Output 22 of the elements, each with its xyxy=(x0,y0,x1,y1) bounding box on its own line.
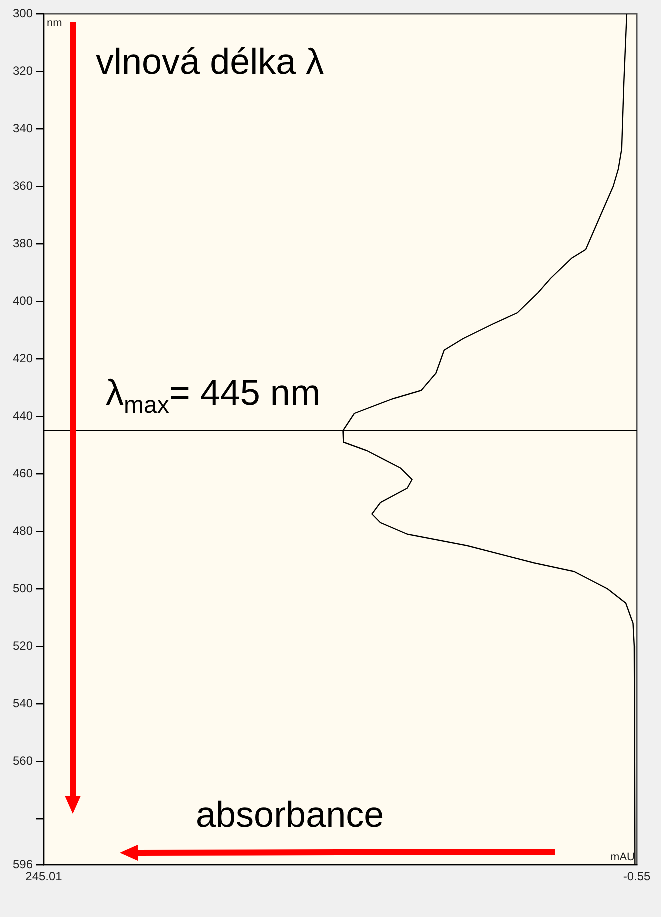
annotation: vlnová délka λ xyxy=(96,41,324,82)
y-tick-label: 460 xyxy=(12,466,34,480)
y-tick-label: 420 xyxy=(12,351,34,366)
ref-line-label: λ$_{max}$= 445 nm xyxy=(106,372,320,419)
y-tick-label: 440 xyxy=(12,408,34,423)
y-tick-label: 340 xyxy=(12,121,34,136)
y-axis-title: nm xyxy=(47,18,62,30)
x-tick-label: 245.01 xyxy=(26,869,63,884)
y-tick-label: 320 xyxy=(12,64,34,78)
y-tick-label: 596 xyxy=(12,857,34,872)
annotation: absorbance xyxy=(196,794,384,835)
y-tick-label: 540 xyxy=(12,696,34,710)
y-tick-label: 500 xyxy=(12,581,34,596)
y-tick-label: 380 xyxy=(12,236,34,250)
y-tick-label: 560 xyxy=(12,754,34,768)
y-tick-label: 400 xyxy=(12,294,34,308)
y-tick-label: 520 xyxy=(12,638,34,653)
x-axis-title: mAU xyxy=(610,852,636,864)
x-tick-label: -0.55 xyxy=(623,869,651,884)
y-tick-label: 360 xyxy=(12,178,34,193)
y-tick-label: 300 xyxy=(12,6,34,20)
y-tick-label: 480 xyxy=(12,524,34,538)
